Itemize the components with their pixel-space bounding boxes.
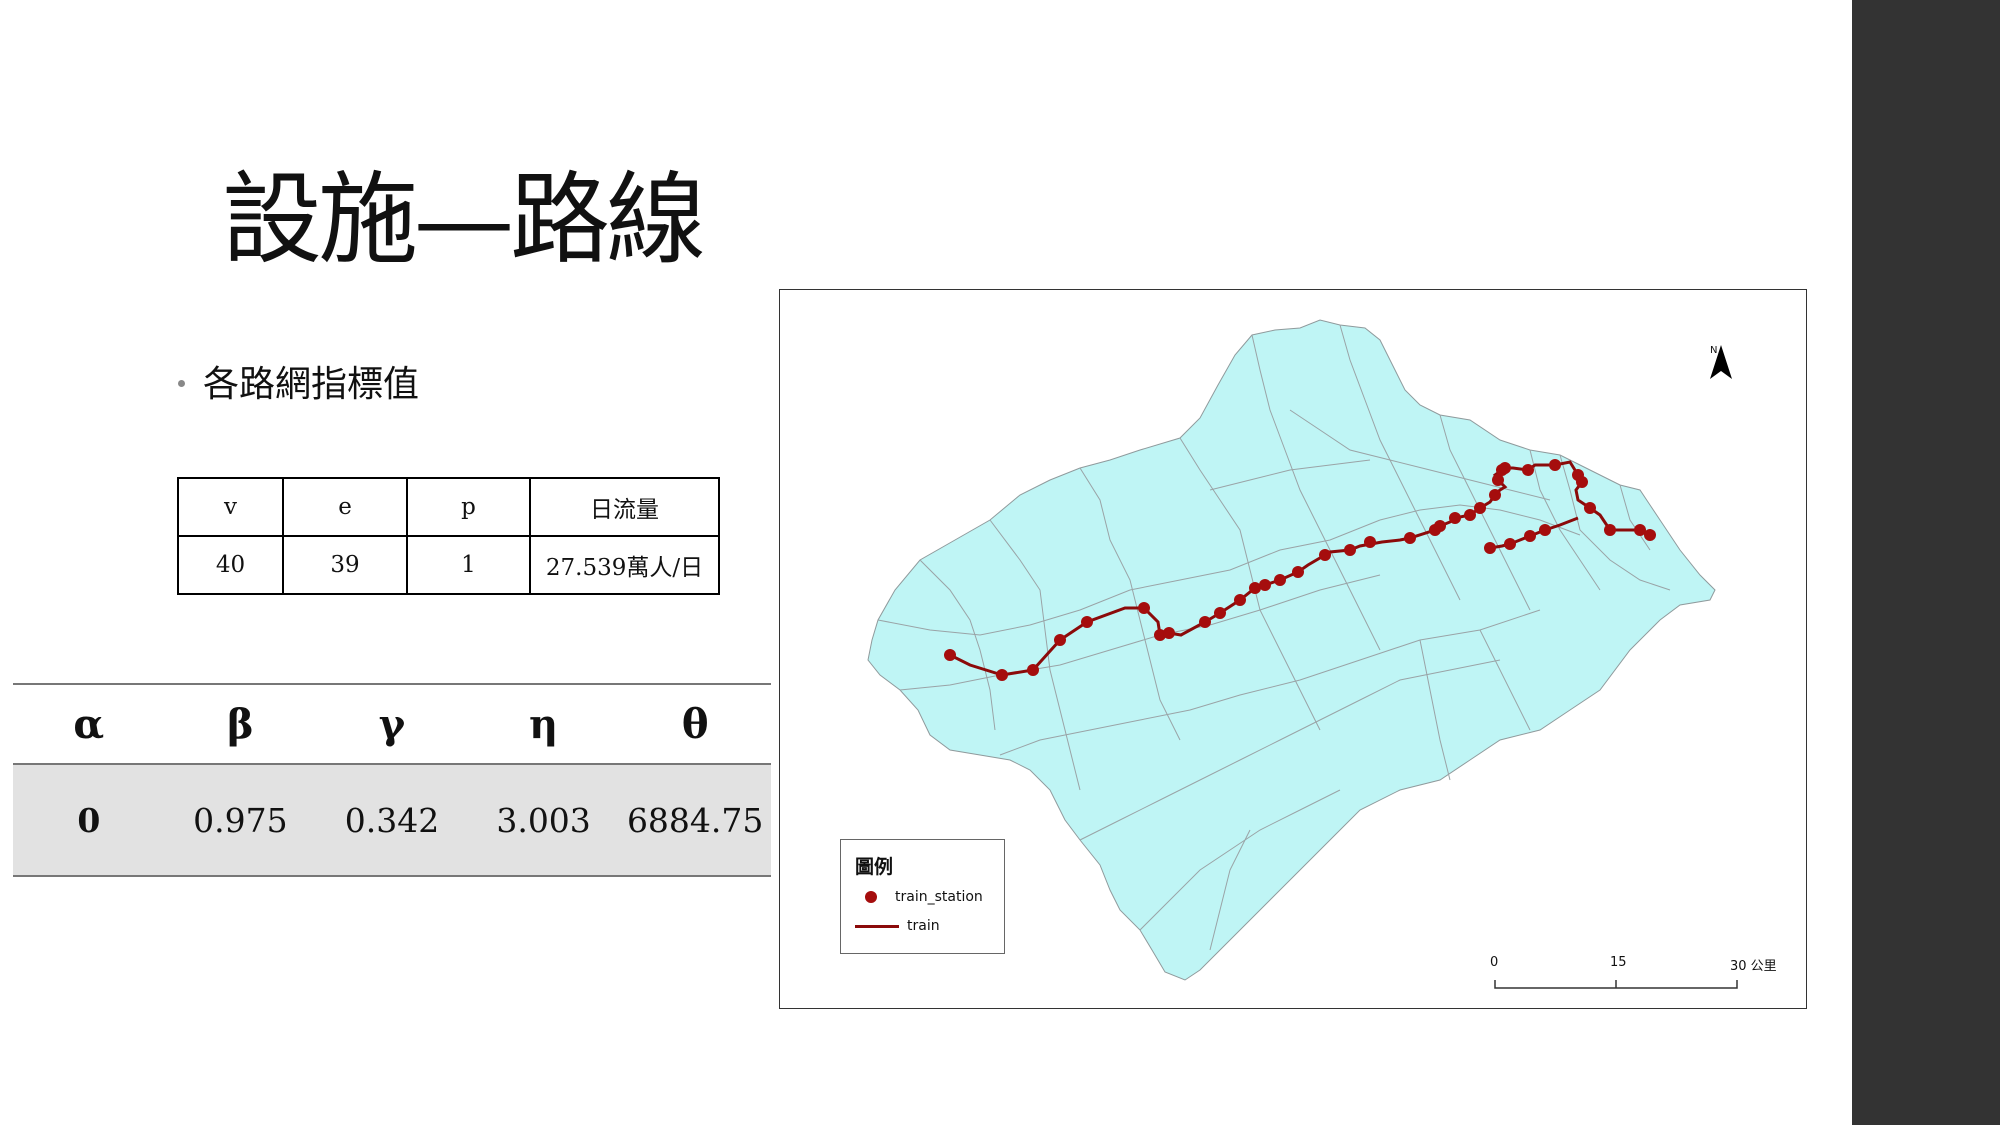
legend-title: 圖例 (855, 856, 894, 878)
station-marker (1434, 520, 1446, 532)
station-marker (1364, 536, 1376, 548)
value-eta: 3.003 (496, 800, 591, 840)
station-marker (1604, 524, 1616, 536)
station-marker (996, 669, 1008, 681)
station-marker (1464, 509, 1476, 521)
scale-labels: 0 15 30 公里 (1490, 955, 1777, 995)
header-gamma: γ (378, 700, 406, 748)
station-marker (1154, 629, 1166, 641)
station-marker (1499, 462, 1511, 474)
bullet-dot-icon (178, 379, 185, 387)
index-table-header-row: v e p 日流量 (177, 477, 720, 537)
station-marker (1449, 512, 1461, 524)
station-marker (1274, 574, 1286, 586)
station-marker (1489, 489, 1501, 501)
value-theta: 6884.75 (626, 800, 764, 840)
station-marker (1522, 464, 1534, 476)
station-marker (1214, 607, 1226, 619)
value-daily-flow: 27.539萬人/日 (529, 535, 720, 595)
north-arrow-icon (1710, 345, 1732, 379)
header-beta: β (227, 700, 254, 748)
greek-value-row: 0 0.975 0.342 3.003 6884.75 (13, 765, 771, 877)
train-stations (944, 459, 1656, 681)
value-v: 40 (177, 535, 284, 595)
station-marker (1249, 582, 1261, 594)
header-e: e (282, 477, 408, 537)
greek-header-row: α β γ η θ (13, 683, 771, 765)
header-p: p (406, 477, 531, 537)
station-marker (1259, 579, 1271, 591)
legend-item-station: train_station (855, 889, 983, 905)
station-marker (1163, 627, 1175, 639)
legend-label-train: train (907, 918, 940, 934)
station-marker (1484, 542, 1496, 554)
map-legend: 圖例 train_station train (840, 839, 1005, 954)
scale-bar (1494, 980, 1738, 989)
station-marker (1549, 459, 1561, 471)
bullet-text: 各路網指標值 (203, 364, 420, 405)
station-marker (1539, 524, 1551, 536)
station-marker (1199, 616, 1211, 628)
scale-label-0: 0 (1490, 955, 1499, 970)
slide-title: 設施—路線 (222, 161, 706, 278)
header-eta: η (529, 700, 559, 748)
north-label: N (1710, 345, 1718, 356)
station-marker (1292, 566, 1304, 578)
station-marker (1634, 524, 1646, 536)
scale-label-30: 30 公里 (1730, 959, 1777, 974)
station-marker (1576, 476, 1588, 488)
map-canvas (867, 319, 1738, 989)
station-marker (944, 649, 956, 661)
legend-item-train: train (855, 918, 940, 934)
station-marker (1344, 544, 1356, 556)
value-beta: 0.975 (193, 800, 288, 840)
station-marker (1081, 616, 1093, 628)
header-alpha: α (73, 700, 105, 748)
scale-label-15: 15 (1610, 955, 1627, 970)
header-daily-flow: 日流量 (529, 477, 720, 537)
index-table: v e p 日流量 40 39 1 27.539萬人/日 (177, 477, 720, 595)
railway-map: N 圖例 train_station train 0 15 30 公里 (779, 289, 1807, 1009)
side-panel (1852, 0, 2000, 1125)
station-marker (1524, 530, 1536, 542)
station-marker (1027, 664, 1039, 676)
value-e: 39 (282, 535, 408, 595)
station-marker (1492, 474, 1504, 486)
header-theta: θ (681, 700, 709, 748)
index-table-value-row: 40 39 1 27.539萬人/日 (177, 535, 720, 595)
station-marker (1584, 502, 1596, 514)
station-marker (1319, 549, 1331, 561)
header-v: v (177, 477, 284, 537)
greek-index-table: α β γ η θ 0 0.975 0.342 3.003 6884.75 (13, 683, 771, 877)
station-marker (1504, 538, 1516, 550)
value-gamma: 0.342 (344, 800, 440, 840)
station-marker (1054, 634, 1066, 646)
north-arrow: N (1710, 345, 1732, 379)
train-line-icon (855, 924, 899, 928)
value-p: 1 (406, 535, 531, 595)
value-alpha: 0 (77, 800, 101, 840)
legend-label-station: train_station (895, 889, 983, 905)
station-marker (1234, 594, 1246, 606)
station-marker (1138, 602, 1150, 614)
station-point-icon (865, 891, 877, 903)
station-marker (1404, 532, 1416, 544)
station-marker (1474, 502, 1486, 514)
station-marker (1644, 529, 1656, 541)
bullet-item: 各路網指標值 (178, 360, 419, 410)
